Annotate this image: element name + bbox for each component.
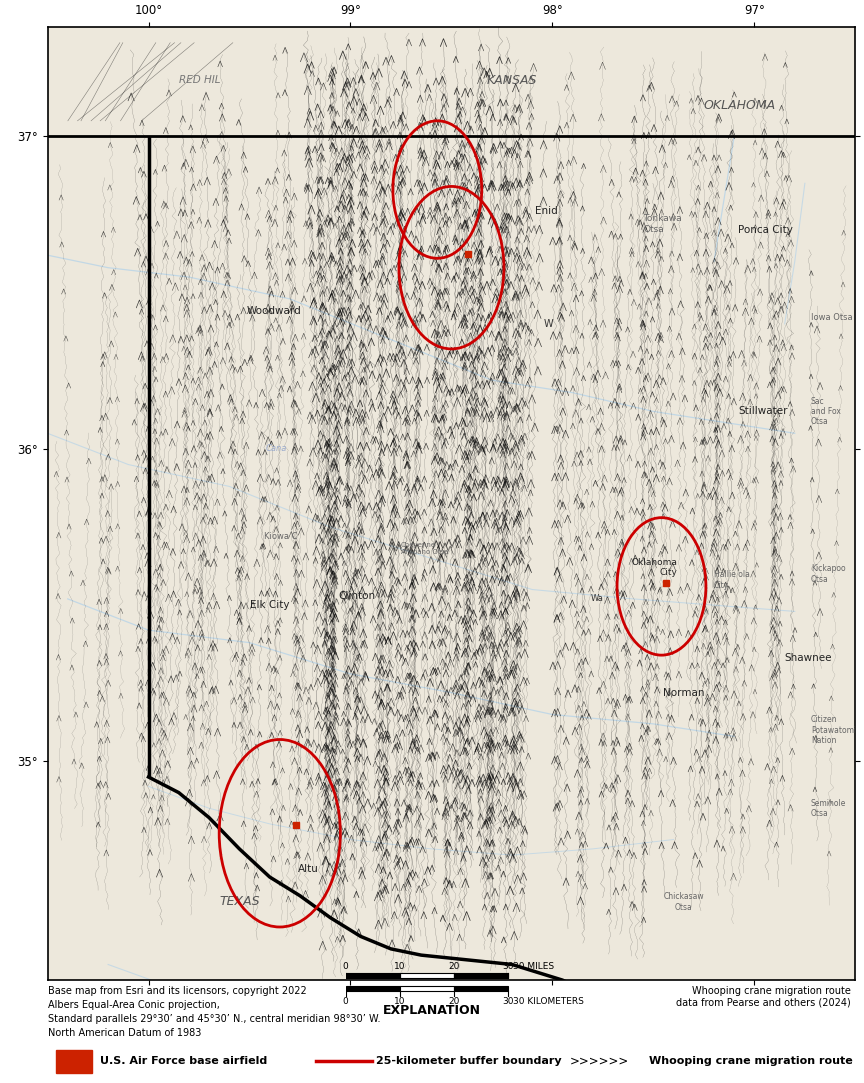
Text: Oklahoma
City: Oklahoma City xyxy=(632,558,677,577)
Text: 0: 0 xyxy=(343,963,348,971)
Text: 30: 30 xyxy=(502,963,513,971)
Text: Seminole
Otsa: Seminole Otsa xyxy=(811,798,847,818)
Text: North American Datum of 1983: North American Datum of 1983 xyxy=(48,1028,201,1038)
Text: Shawnee: Shawnee xyxy=(785,653,832,663)
Text: Sac
and Fox
Otsa: Sac and Fox Otsa xyxy=(811,396,841,427)
Bar xyxy=(454,973,508,978)
Text: >>>>>>: >>>>>> xyxy=(570,1055,629,1068)
Text: Base map from Esri and its licensors, copyright 2022: Base map from Esri and its licensors, co… xyxy=(48,986,306,995)
Text: Norman: Norman xyxy=(663,688,704,697)
Text: Tonkawa
Otsa: Tonkawa Otsa xyxy=(644,214,682,234)
Text: Standard parallels 29°30’ and 45°30’ N., central meridian 98°30’ W.: Standard parallels 29°30’ and 45°30’ N.,… xyxy=(48,1014,380,1023)
Text: Stillwater: Stillwater xyxy=(738,406,788,417)
Text: TEXAS: TEXAS xyxy=(219,896,260,909)
Text: 0: 0 xyxy=(343,997,348,1006)
Text: Cana: Cana xyxy=(265,444,287,454)
Text: W: W xyxy=(543,318,553,329)
Bar xyxy=(399,973,454,978)
Text: Cheyenne
Arapaho Otsa: Cheyenne Arapaho Otsa xyxy=(401,543,448,556)
Bar xyxy=(346,973,399,978)
Text: Ponca City: Ponca City xyxy=(738,225,793,235)
Text: Citizen
Potawatomi
Nation: Citizen Potawatomi Nation xyxy=(811,715,856,745)
Text: 30 MILES: 30 MILES xyxy=(513,963,554,971)
Text: RED HIL: RED HIL xyxy=(179,75,220,86)
Bar xyxy=(346,986,399,991)
Bar xyxy=(55,1051,92,1072)
Text: KANSAS: KANSAS xyxy=(486,74,537,87)
Text: Elk City: Elk City xyxy=(250,600,289,610)
Text: Clinton: Clinton xyxy=(338,590,375,601)
Text: 25-kilometer buffer boundary: 25-kilometer buffer boundary xyxy=(377,1056,562,1067)
Text: OKLAHOMA: OKLAHOMA xyxy=(704,99,776,112)
Text: Chickasaw
Otsa: Chickasaw Otsa xyxy=(664,892,704,912)
Text: Woodward: Woodward xyxy=(246,306,301,316)
Text: Ardmore: Ardmore xyxy=(728,1013,773,1022)
Text: 30: 30 xyxy=(502,997,513,1006)
Text: 20: 20 xyxy=(448,997,460,1006)
Text: Kickapoo
Otsa: Kickapoo Otsa xyxy=(811,564,846,584)
Text: Iowa Otsa: Iowa Otsa xyxy=(811,313,853,322)
Text: 10: 10 xyxy=(394,963,405,971)
Text: U.S. Air Force base airfield: U.S. Air Force base airfield xyxy=(100,1056,268,1067)
Text: 30 KILOMETERS: 30 KILOMETERS xyxy=(513,997,584,1006)
Text: Whooping crane migration route
data from Pearse and others (2024): Whooping crane migration route data from… xyxy=(677,986,851,1007)
Text: 20: 20 xyxy=(448,963,460,971)
Text: Albers Equal-Area Conic projection,: Albers Equal-Area Conic projection, xyxy=(48,1000,219,1009)
Text: Altu: Altu xyxy=(298,864,319,874)
Text: 10: 10 xyxy=(394,997,405,1006)
Text: EXPLANATION: EXPLANATION xyxy=(383,1004,481,1017)
Text: Wa: Wa xyxy=(590,595,603,603)
Text: Hallie ola
City: Hallie ola City xyxy=(714,571,750,590)
Bar xyxy=(399,986,454,991)
Text: Kiowa C: Kiowa C xyxy=(264,532,297,540)
Text: Enid: Enid xyxy=(535,207,558,217)
Bar xyxy=(454,986,508,991)
Text: Whooping crane migration route: Whooping crane migration route xyxy=(649,1056,852,1067)
